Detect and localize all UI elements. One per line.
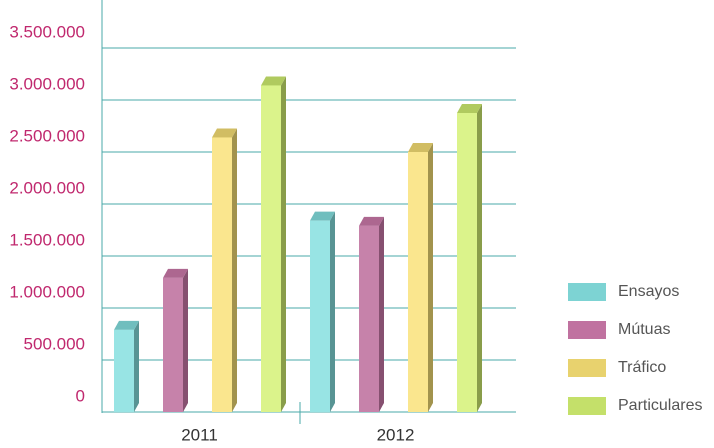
bar bbox=[212, 137, 232, 412]
legend-label: Particulares bbox=[618, 397, 702, 414]
bar-side bbox=[330, 211, 335, 412]
bar bbox=[114, 329, 134, 412]
y-tick-label: 3.500.000 bbox=[9, 22, 85, 41]
legend-label: Ensayos bbox=[618, 283, 679, 300]
legend-label: Mútuas bbox=[618, 321, 670, 338]
bar-side bbox=[379, 216, 384, 412]
bar-top bbox=[163, 268, 188, 278]
legend-swatch bbox=[568, 321, 606, 339]
bar-top bbox=[408, 143, 433, 152]
bar bbox=[408, 152, 428, 412]
x-tick-label: 2012 bbox=[377, 425, 415, 444]
bar-side bbox=[183, 268, 188, 412]
bar bbox=[457, 113, 477, 412]
bar-top bbox=[261, 76, 286, 86]
legend-swatch bbox=[568, 397, 606, 415]
bar-side bbox=[134, 320, 139, 412]
x-tick-label: 2011 bbox=[181, 425, 218, 444]
y-tick-label: 2.000.000 bbox=[9, 178, 85, 197]
y-tick-label: 3.000.000 bbox=[9, 74, 85, 93]
legend-swatch bbox=[568, 359, 606, 377]
legend-swatch bbox=[568, 283, 606, 301]
bar-top bbox=[114, 320, 139, 330]
bar-top bbox=[212, 128, 237, 138]
bar bbox=[163, 277, 183, 412]
bar-side bbox=[477, 104, 482, 412]
bar-top bbox=[359, 216, 384, 226]
bar-side bbox=[232, 128, 237, 412]
legend-label: Tráfico bbox=[618, 359, 666, 376]
y-tick-label: 2.500.000 bbox=[9, 126, 85, 145]
y-tick-label: 500.000 bbox=[24, 334, 85, 353]
bar-top bbox=[457, 104, 482, 113]
bar bbox=[261, 85, 281, 412]
bar-side bbox=[428, 143, 433, 412]
bar bbox=[359, 225, 379, 412]
bar bbox=[310, 220, 330, 412]
y-tick-label: 1.500.000 bbox=[9, 230, 85, 249]
bar-side bbox=[281, 76, 286, 412]
y-tick-label: 1.000.000 bbox=[9, 282, 85, 301]
y-tick-label: 0 bbox=[76, 386, 85, 405]
bar-top bbox=[310, 211, 335, 221]
